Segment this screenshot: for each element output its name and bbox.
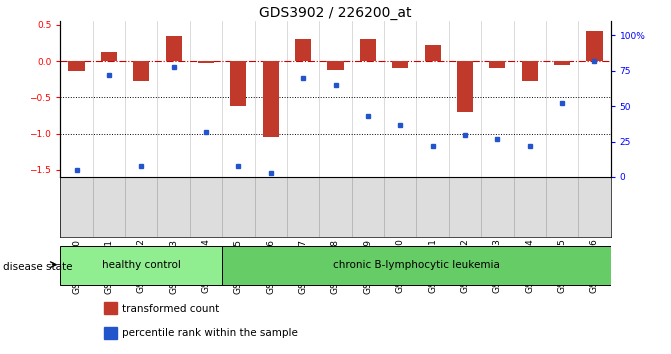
Text: disease state: disease state [3, 262, 73, 272]
Bar [554, 61, 570, 65]
Text: transformed count: transformed count [122, 303, 219, 314]
Bar [489, 61, 505, 68]
Bar [262, 61, 279, 137]
Bar [392, 61, 409, 68]
Text: percentile rank within the sample: percentile rank within the sample [122, 329, 298, 338]
Text: healthy control: healthy control [102, 259, 180, 270]
Bar [105, 327, 117, 339]
Bar [360, 39, 376, 61]
Title: GDS3902 / 226200_at: GDS3902 / 226200_at [259, 6, 412, 20]
Bar [105, 302, 117, 314]
Bar [134, 61, 150, 81]
Bar [327, 61, 344, 70]
Bar [166, 36, 182, 61]
Bar [425, 45, 441, 61]
Bar [68, 61, 85, 70]
Bar [101, 52, 117, 61]
Bar [230, 61, 246, 106]
Bar [198, 61, 214, 63]
Bar [60, 246, 222, 285]
Bar [586, 31, 603, 61]
Bar [222, 246, 611, 285]
Text: chronic B-lymphocytic leukemia: chronic B-lymphocytic leukemia [333, 259, 500, 270]
Bar [295, 39, 311, 61]
Bar [457, 61, 473, 112]
Bar [521, 61, 537, 81]
